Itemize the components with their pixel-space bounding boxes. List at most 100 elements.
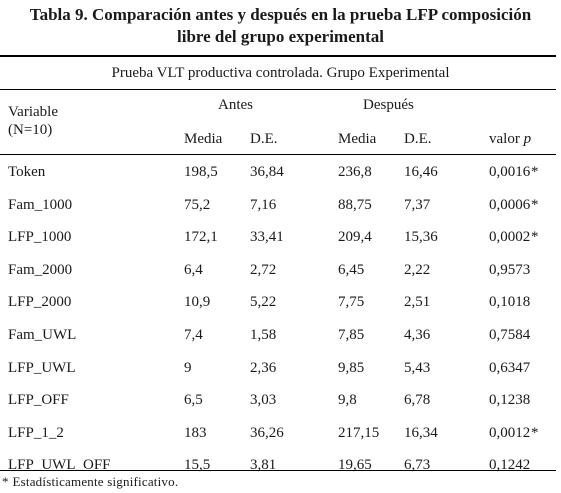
- cell-antes-de-value: 33,41: [250, 229, 284, 246]
- cell-despues-de: 16,34: [404, 424, 438, 442]
- significance-marker: *: [530, 424, 538, 441]
- cell-variable-value: LFP_1_2: [8, 424, 64, 441]
- cell-variable: LFP_UWL_OFF: [8, 456, 111, 474]
- cell-antes-de: 7,16: [250, 196, 276, 214]
- cell-antes-de-value: 36,26: [250, 424, 284, 441]
- cell-valor-p: 0,0016*: [489, 163, 538, 181]
- cell-despues-de-value: 16,34: [404, 424, 438, 441]
- cell-antes-de-value: 3,03: [250, 392, 277, 409]
- header-p-label: p: [523, 131, 532, 147]
- cell-despues-de-value: 5,43: [404, 359, 431, 376]
- cell-antes-de: 2,72: [250, 261, 276, 279]
- cell-despues-de: 4,36: [404, 326, 430, 344]
- cell-antes-media: 6,4: [184, 261, 203, 279]
- cell-despues-de-value: 2,22: [404, 261, 431, 278]
- cell-valor-p-value: 0,1018: [489, 294, 531, 311]
- cell-antes-media-value: 15,5: [184, 457, 211, 474]
- cell-variable: LFP_OFF: [8, 391, 69, 409]
- significance-marker: *: [530, 164, 538, 180]
- cell-despues-de: 6,73: [404, 456, 430, 474]
- header-variable: Variable: [8, 104, 58, 120]
- cell-antes-de: 33,41: [250, 228, 284, 246]
- cell-valor-p: 0,0002*: [489, 228, 538, 246]
- cell-valor-p-value: 0,0002: [489, 229, 531, 246]
- header-de-despues: D.E.: [404, 131, 432, 147]
- cell-valor-p-value: 0,0006: [489, 196, 531, 213]
- cell-antes-de-value: 2,72: [250, 261, 277, 278]
- cell-antes-media-value: 172,1: [184, 229, 218, 246]
- cell-variable-value: LFP_2000: [8, 294, 72, 311]
- cell-variable-value: LFP_UWL_OFF: [8, 457, 111, 474]
- cell-despues-de: 6,78: [404, 391, 430, 409]
- cell-despues-media: 9,85: [338, 359, 364, 377]
- cell-variable-value: Fam_2000: [8, 261, 73, 278]
- cell-valor-p: 0,1242: [489, 456, 530, 474]
- cell-valor-p-value: 0,7584: [489, 327, 531, 343]
- cell-despues-de: 2,22: [404, 261, 430, 279]
- cell-antes-de: 3,81: [250, 456, 276, 474]
- cell-antes-de: 3,03: [250, 391, 276, 409]
- bottom-rule: [0, 470, 556, 471]
- header-valor-p: valor p: [489, 130, 531, 148]
- cell-despues-media: 236,8: [338, 163, 372, 181]
- cell-antes-media-value: 6,5: [184, 392, 203, 409]
- cell-despues-media: 7,85: [338, 326, 364, 344]
- cell-despues-media: 209,4: [338, 228, 372, 246]
- subtitle-rule: [0, 89, 556, 90]
- cell-valor-p: 0,0006*: [489, 196, 538, 214]
- cell-despues-media: 7,75: [338, 293, 364, 311]
- cell-antes-media: 7,4: [184, 326, 203, 344]
- cell-variable: LFP_1000: [8, 228, 71, 246]
- cell-antes-media-value: 10,9: [184, 294, 211, 311]
- cell-despues-de-value: 16,46: [404, 164, 438, 180]
- cell-variable: Fam_UWL: [8, 326, 76, 344]
- cell-valor-p-value: 0,6347: [489, 359, 531, 376]
- top-rule: [0, 55, 556, 57]
- cell-antes-media: 198,5: [184, 163, 218, 181]
- header-despues: Después: [363, 97, 414, 113]
- cell-despues-de: 16,46: [404, 163, 438, 181]
- cell-variable: Fam_2000: [8, 261, 72, 279]
- cell-valor-p-value: 0,0012: [489, 424, 531, 441]
- cell-antes-media: 10,9: [184, 293, 210, 311]
- cell-antes-de-value: 1,58: [250, 327, 277, 343]
- cell-antes-media: 183: [184, 424, 207, 442]
- cell-antes-media: 15,5: [184, 456, 210, 474]
- cell-valor-p-value: 0,9573: [489, 261, 531, 278]
- footnote: * Estadísticamente significativo.: [2, 474, 178, 490]
- cell-despues-media-value: 217,15: [338, 424, 380, 441]
- cell-valor-p: 0,7584: [489, 326, 530, 344]
- cell-antes-media: 172,1: [184, 228, 218, 246]
- cell-variable: LFP_1_2: [8, 424, 64, 442]
- cell-despues-media: 9,8: [338, 391, 357, 409]
- cell-despues-media-value: 7,75: [338, 294, 365, 311]
- cell-antes-de: 36,84: [250, 163, 284, 181]
- cell-despues-media: 217,15: [338, 424, 379, 442]
- cell-variable-value: Fam_UWL: [8, 327, 77, 343]
- cell-despues-de-value: 7,37: [404, 196, 431, 213]
- cell-valor-p-value: 0,1242: [489, 457, 531, 474]
- cell-antes-de-value: 5,22: [250, 294, 277, 311]
- table-title-line-2: libre del grupo experimental: [177, 27, 384, 46]
- cell-variable: Token: [8, 163, 45, 181]
- cell-despues-media-value: 236,8: [338, 164, 372, 180]
- cell-despues-media-value: 7,85: [338, 327, 365, 343]
- cell-despues-de: 5,43: [404, 359, 430, 377]
- cell-despues-de-value: 15,36: [404, 229, 438, 246]
- cell-antes-de-value: 2,36: [250, 359, 277, 376]
- table-title: Tabla 9. Comparación antes y después en …: [0, 4, 561, 48]
- cell-antes-media-value: 7,4: [184, 327, 203, 343]
- cell-variable: LFP_UWL: [8, 359, 76, 377]
- cell-despues-media: 88,75: [338, 196, 372, 214]
- cell-antes-de-value: 36,84: [250, 164, 284, 180]
- cell-valor-p: 0,1018: [489, 293, 530, 311]
- cell-despues-de: 7,37: [404, 196, 430, 214]
- cell-antes-media-value: 75,2: [184, 196, 211, 213]
- cell-valor-p-value: 0,1238: [489, 392, 531, 409]
- cell-despues-de-value: 4,36: [404, 327, 431, 343]
- cell-antes-media: 75,2: [184, 196, 210, 214]
- cell-despues-de-value: 2,51: [404, 294, 431, 311]
- cell-variable-value: Fam_1000: [8, 196, 73, 213]
- cell-valor-p: 0,9573: [489, 261, 530, 279]
- header-valor-label: valor: [489, 131, 520, 147]
